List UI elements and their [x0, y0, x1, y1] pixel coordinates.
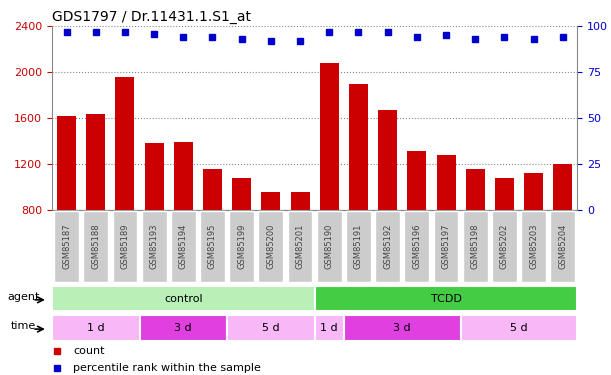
Bar — [408, 152, 426, 210]
Text: GSM85187: GSM85187 — [62, 224, 71, 269]
Text: GSM85191: GSM85191 — [354, 224, 363, 269]
Bar — [174, 142, 193, 210]
Text: GSM85202: GSM85202 — [500, 224, 509, 269]
Bar — [378, 110, 397, 210]
FancyBboxPatch shape — [54, 211, 79, 282]
Text: agent: agent — [7, 292, 40, 302]
Bar — [57, 116, 76, 210]
FancyBboxPatch shape — [461, 315, 577, 341]
FancyBboxPatch shape — [492, 211, 517, 282]
FancyBboxPatch shape — [315, 285, 577, 312]
FancyBboxPatch shape — [142, 211, 167, 282]
Text: control: control — [164, 294, 203, 303]
Bar — [466, 169, 485, 210]
Text: 1 d: 1 d — [87, 323, 104, 333]
FancyBboxPatch shape — [171, 211, 196, 282]
Text: count: count — [73, 346, 104, 356]
FancyBboxPatch shape — [404, 211, 430, 282]
Bar — [232, 178, 251, 210]
Text: GSM85188: GSM85188 — [91, 224, 100, 269]
FancyBboxPatch shape — [52, 315, 139, 341]
Text: GDS1797 / Dr.11431.1.S1_at: GDS1797 / Dr.11431.1.S1_at — [52, 10, 251, 24]
Text: GSM85193: GSM85193 — [150, 224, 159, 269]
Text: GSM85192: GSM85192 — [383, 224, 392, 269]
Text: GSM85200: GSM85200 — [266, 224, 276, 269]
Text: 3 d: 3 d — [175, 323, 192, 333]
Text: GSM85196: GSM85196 — [412, 224, 422, 269]
Bar — [320, 63, 338, 210]
Bar — [291, 192, 310, 210]
Text: GSM85203: GSM85203 — [529, 224, 538, 269]
FancyBboxPatch shape — [288, 211, 312, 282]
FancyBboxPatch shape — [52, 285, 315, 312]
Bar — [145, 143, 164, 210]
FancyBboxPatch shape — [317, 211, 342, 282]
Text: GSM85204: GSM85204 — [558, 224, 567, 269]
FancyBboxPatch shape — [83, 211, 108, 282]
Text: 1 d: 1 d — [320, 323, 338, 333]
Bar — [554, 164, 573, 210]
FancyBboxPatch shape — [346, 211, 371, 282]
Bar — [203, 169, 222, 210]
FancyBboxPatch shape — [375, 211, 400, 282]
Bar — [436, 155, 456, 210]
Text: GSM85199: GSM85199 — [237, 224, 246, 269]
FancyBboxPatch shape — [551, 211, 575, 282]
FancyBboxPatch shape — [227, 315, 315, 341]
FancyBboxPatch shape — [521, 211, 546, 282]
FancyBboxPatch shape — [344, 315, 461, 341]
Bar — [524, 173, 543, 210]
FancyBboxPatch shape — [112, 211, 137, 282]
FancyBboxPatch shape — [139, 315, 227, 341]
Text: 5 d: 5 d — [510, 323, 528, 333]
Text: 5 d: 5 d — [262, 323, 280, 333]
Text: GSM85195: GSM85195 — [208, 224, 217, 269]
Text: 3 d: 3 d — [393, 323, 411, 333]
FancyBboxPatch shape — [315, 315, 344, 341]
Text: GSM85201: GSM85201 — [296, 224, 304, 269]
Bar — [349, 84, 368, 210]
Text: GSM85189: GSM85189 — [120, 224, 130, 269]
Text: GSM85190: GSM85190 — [325, 224, 334, 269]
FancyBboxPatch shape — [258, 211, 284, 282]
FancyBboxPatch shape — [463, 211, 488, 282]
Text: percentile rank within the sample: percentile rank within the sample — [73, 363, 261, 373]
Text: time: time — [11, 321, 36, 332]
Bar — [495, 178, 514, 210]
Text: TCDD: TCDD — [431, 294, 461, 303]
FancyBboxPatch shape — [200, 211, 225, 282]
FancyBboxPatch shape — [434, 211, 458, 282]
Text: GSM85194: GSM85194 — [179, 224, 188, 269]
Bar — [115, 77, 134, 210]
Text: GSM85197: GSM85197 — [442, 224, 450, 269]
Bar — [86, 114, 105, 210]
FancyBboxPatch shape — [229, 211, 254, 282]
Text: GSM85198: GSM85198 — [470, 224, 480, 269]
Bar — [262, 192, 280, 210]
